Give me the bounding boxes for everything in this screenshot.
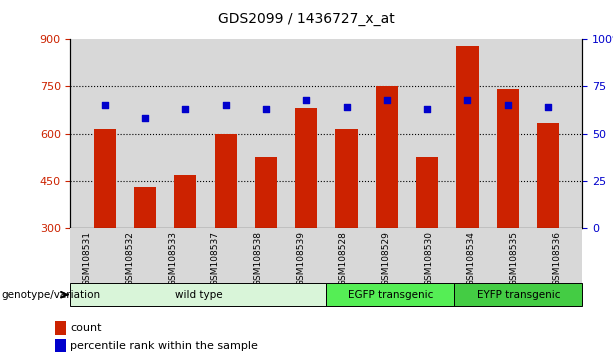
- Point: [382, 97, 392, 102]
- Text: EYFP transgenic: EYFP transgenic: [477, 290, 560, 300]
- Text: GSM108539: GSM108539: [296, 231, 305, 286]
- Text: GSM108533: GSM108533: [168, 231, 177, 286]
- Bar: [94, 129, 116, 228]
- Text: GSM108534: GSM108534: [466, 231, 476, 286]
- Point: [221, 102, 230, 108]
- Point: [463, 97, 473, 102]
- Bar: [335, 129, 357, 228]
- Bar: [537, 122, 559, 228]
- Bar: [255, 157, 277, 228]
- Bar: [55, 339, 66, 352]
- Text: EGFP transgenic: EGFP transgenic: [348, 290, 433, 300]
- Point: [180, 106, 190, 112]
- Bar: [215, 134, 237, 228]
- Text: count: count: [70, 323, 102, 333]
- Bar: [295, 108, 318, 228]
- Text: GSM108528: GSM108528: [339, 231, 348, 286]
- Bar: [376, 86, 398, 228]
- Text: GSM108532: GSM108532: [126, 231, 134, 286]
- Point: [503, 102, 512, 108]
- Text: GSM108529: GSM108529: [381, 231, 390, 286]
- Point: [422, 106, 432, 112]
- Text: GSM108530: GSM108530: [424, 231, 433, 286]
- Point: [543, 104, 553, 110]
- Text: GSM108535: GSM108535: [509, 231, 519, 286]
- Text: genotype/variation: genotype/variation: [2, 290, 101, 299]
- Bar: [55, 321, 66, 335]
- Bar: [456, 46, 479, 228]
- Bar: [70, 283, 327, 306]
- Bar: [327, 283, 454, 306]
- Text: GSM108536: GSM108536: [552, 231, 561, 286]
- Point: [302, 97, 311, 102]
- Bar: [416, 157, 438, 228]
- Bar: [454, 283, 582, 306]
- Text: GSM108538: GSM108538: [253, 231, 262, 286]
- Point: [100, 102, 110, 108]
- Point: [140, 116, 150, 121]
- Bar: [134, 187, 156, 228]
- Text: GSM108537: GSM108537: [211, 231, 220, 286]
- Point: [261, 106, 271, 112]
- Text: percentile rank within the sample: percentile rank within the sample: [70, 341, 258, 350]
- Text: wild type: wild type: [175, 290, 223, 300]
- Text: GDS2099 / 1436727_x_at: GDS2099 / 1436727_x_at: [218, 12, 395, 27]
- Bar: [174, 175, 197, 228]
- Bar: [497, 90, 519, 228]
- Text: GSM108531: GSM108531: [83, 231, 92, 286]
- Point: [341, 104, 351, 110]
